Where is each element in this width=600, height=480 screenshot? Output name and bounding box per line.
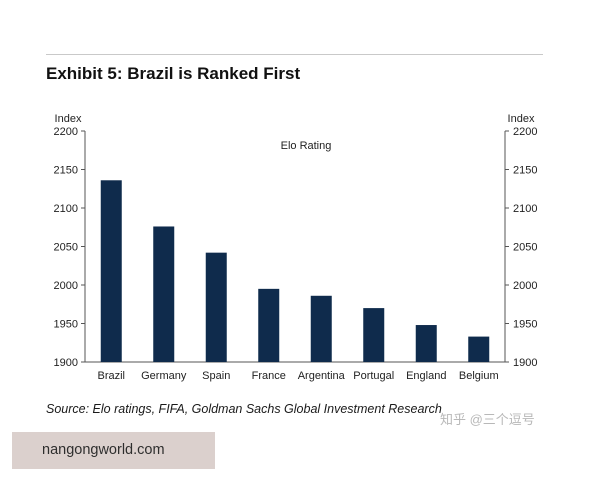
y-tick-label-left: 1950 [54, 319, 78, 331]
y-tick-label-right: 2200 [513, 126, 537, 138]
bar-spain [205, 252, 227, 362]
legend-series-label: Elo Rating [281, 140, 332, 152]
top-rule [46, 54, 543, 55]
y-tick-label-left: 2150 [54, 165, 78, 177]
x-tick-label: Spain [202, 370, 230, 382]
plot-frame [84, 131, 506, 363]
y-tick-label-right: 2000 [513, 280, 537, 292]
y-tick-label-left: 2000 [54, 280, 78, 292]
bar-germany [153, 226, 175, 362]
y-tick-label-right: 1950 [513, 319, 537, 331]
y-axis-label-left: Index [55, 113, 82, 125]
bar-france [258, 288, 280, 362]
site-banner-text: nangongworld.com [42, 442, 165, 458]
x-tick-label: England [406, 370, 446, 382]
y-ticks-right: 1900 1950 2000 2050 2100 2150 2200 [505, 126, 537, 369]
bar-belgium [468, 336, 490, 362]
x-tick-labels: Brazil Germany Spain France Argentina Portuga… [97, 370, 498, 382]
x-tick-label: Germany [141, 370, 187, 382]
source-note: Source: Elo ratings, FIFA, Goldman Sachs… [46, 402, 442, 416]
x-tick-label: Belgium [459, 370, 499, 382]
y-ticks-left: 1900 1950 2000 2050 2100 2150 2200 [54, 126, 85, 369]
watermark: 知乎 @三个逗号 [440, 412, 535, 427]
x-tick-label: Brazil [97, 370, 125, 382]
bar-argentina [310, 295, 332, 362]
site-banner: nangongworld.com [12, 432, 215, 469]
y-tick-label-right: 2050 [513, 242, 537, 254]
x-tick-label: Portugal [353, 370, 394, 382]
y-tick-label-right: 1900 [513, 357, 537, 369]
bar-england [415, 325, 437, 362]
y-tick-label-left: 2100 [54, 203, 78, 215]
y-tick-label-right: 2100 [513, 203, 537, 215]
y-axis-label-right: Index [508, 113, 535, 125]
y-tick-label-left: 1900 [54, 357, 78, 369]
y-tick-label-right: 2150 [513, 165, 537, 177]
bar-brazil [100, 180, 122, 362]
bars-group [100, 180, 490, 362]
bar-chart: 1900 1950 2000 2050 2100 2150 2200 1900 1950 200… [54, 113, 538, 382]
bar-portugal [363, 308, 385, 362]
x-tick-label: Argentina [298, 370, 346, 382]
y-tick-label-left: 2200 [54, 126, 78, 138]
chart-title: Exhibit 5: Brazil is Ranked First [46, 64, 301, 83]
y-tick-label-left: 2050 [54, 242, 78, 254]
x-tick-label: France [252, 370, 286, 382]
